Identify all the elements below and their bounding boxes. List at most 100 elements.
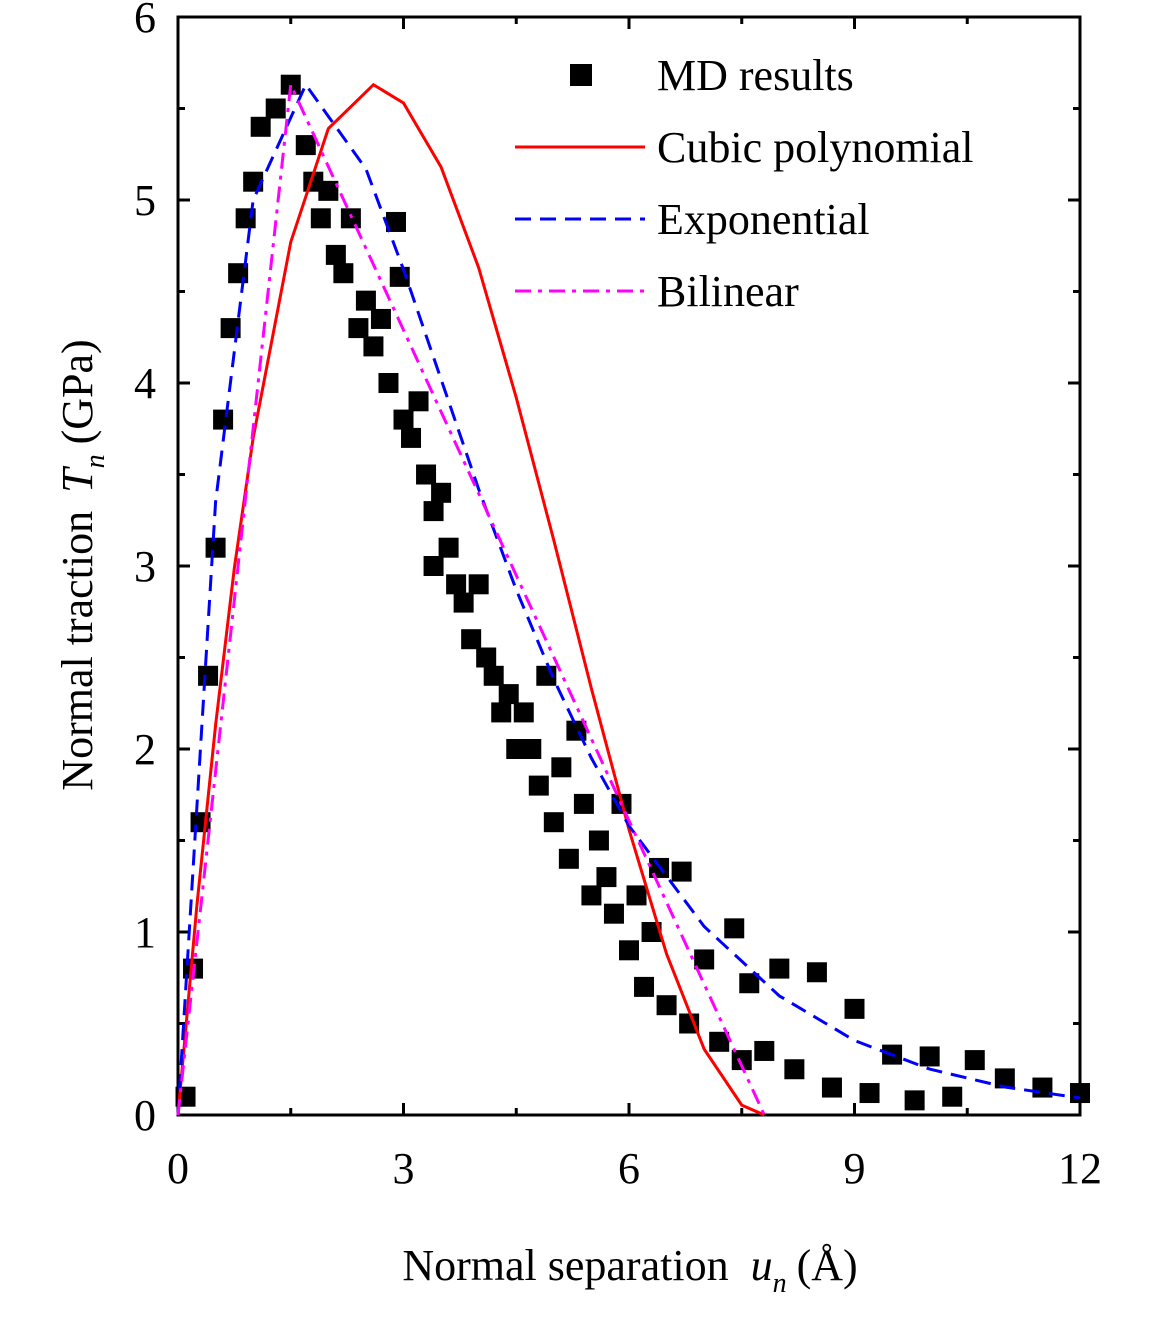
legend-label: MD results (657, 51, 854, 100)
md-point (528, 775, 549, 796)
legend-label: Bilinear (657, 267, 799, 316)
md-point (370, 308, 391, 329)
md-point (355, 290, 376, 311)
md-point (588, 830, 609, 851)
y-label-unit: (GPa) (53, 339, 102, 444)
md-point (423, 501, 444, 522)
y-tick-label: 0 (134, 1091, 156, 1140)
y-label-symbol: T (53, 465, 102, 493)
md-point (694, 949, 715, 970)
y-tick-label: 5 (134, 176, 156, 225)
md-point (385, 211, 406, 232)
y-tick-label: 4 (134, 359, 156, 408)
md-point (318, 180, 339, 201)
md-point (431, 482, 452, 503)
md-point (453, 592, 474, 613)
md-point (784, 1059, 805, 1080)
md-point (513, 702, 534, 723)
md-point (769, 958, 790, 979)
x-label-subscript: n (773, 1268, 787, 1299)
md-point (596, 867, 617, 888)
md-point (498, 684, 519, 705)
md-point (641, 922, 662, 942)
md-point (679, 1013, 700, 1034)
md-point (581, 885, 602, 906)
md-point (393, 409, 414, 430)
md-point (844, 998, 865, 1019)
md-point (994, 1068, 1015, 1089)
md-point (408, 391, 429, 412)
md-point (942, 1086, 963, 1107)
md-point (310, 208, 331, 229)
y-label-subscript: n (80, 454, 111, 468)
y-tick-label: 6 (134, 0, 156, 42)
md-point (250, 116, 271, 137)
md-point (491, 702, 512, 723)
md-point (671, 861, 692, 882)
md-point (333, 263, 354, 284)
md-point (348, 318, 369, 339)
md-point (476, 647, 497, 668)
y-tick-label: 2 (134, 725, 156, 774)
md-point (213, 409, 234, 430)
legend-label: Exponential (657, 195, 870, 244)
curve (176, 81, 1081, 1116)
md-point (634, 976, 655, 997)
md-point (859, 1083, 880, 1104)
md-point (543, 812, 564, 833)
md-point (573, 793, 594, 814)
x-tick-label: 9 (844, 1144, 866, 1193)
md-point (724, 918, 745, 939)
md-point (603, 903, 624, 924)
md-point (731, 1050, 752, 1071)
md-point (295, 135, 316, 156)
md-point (363, 336, 384, 357)
md-point (558, 848, 579, 869)
md-point (325, 244, 346, 265)
md-point (423, 556, 444, 576)
md-point (904, 1090, 925, 1111)
md-point (468, 574, 489, 595)
md-point (1070, 1083, 1090, 1104)
x-axis-label: Normal separation un (Å) (402, 1241, 857, 1299)
md-point (416, 464, 437, 485)
x-tick-label: 3 (393, 1144, 415, 1193)
legend-label: Cubic polynomial (657, 123, 974, 172)
md-point (378, 373, 399, 393)
x-tick-label: 0 (167, 1144, 189, 1193)
x-label-unit: (Å) (797, 1241, 858, 1290)
curve (176, 82, 765, 1117)
md-point (280, 74, 301, 95)
md-point (551, 757, 572, 778)
y-tick-label: 3 (134, 542, 156, 591)
md-point (709, 1031, 730, 1052)
md-point (919, 1046, 940, 1067)
md-point (619, 940, 639, 961)
md-point (198, 665, 219, 686)
md-point (754, 1040, 775, 1061)
md-point (521, 739, 542, 759)
md-point (506, 739, 527, 759)
md-point (964, 1050, 985, 1071)
x-tick-label: 6 (618, 1144, 640, 1193)
y-tick-label: 1 (134, 908, 156, 957)
x-tick-label: 12 (1058, 1144, 1102, 1193)
y-axis-label: Normal traction Tn (GPa) (53, 339, 111, 790)
md-point (483, 665, 504, 686)
md-point (265, 98, 286, 119)
x-label-text: Normal separation (402, 1241, 728, 1290)
md-point (821, 1077, 842, 1098)
curve (176, 79, 766, 1116)
y-label-text: Normal traction (53, 511, 102, 791)
md-point (438, 537, 459, 558)
md-point (656, 995, 677, 1016)
md-point (205, 537, 226, 558)
md-point (446, 574, 467, 595)
md-point (461, 629, 482, 650)
md-point (739, 973, 760, 994)
legend-marker (570, 64, 592, 86)
md-point (626, 885, 647, 906)
md-point (806, 962, 827, 983)
